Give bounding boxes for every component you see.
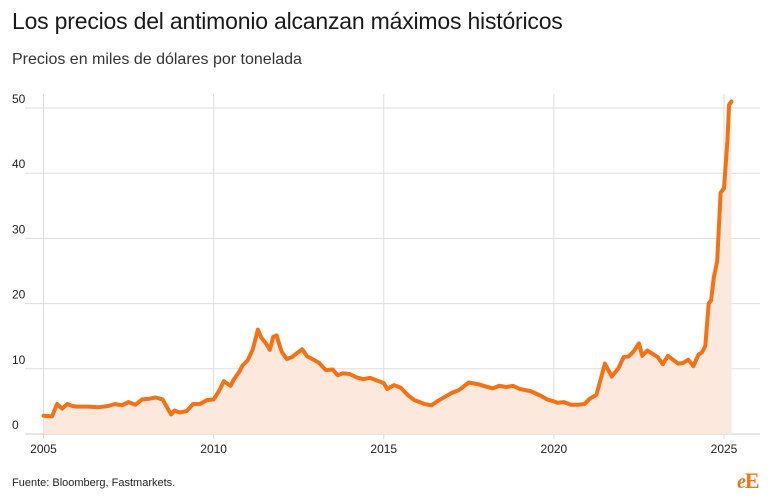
x-tick-label: 2015: [370, 442, 397, 456]
x-tick-label: 2005: [30, 442, 57, 456]
y-tick-label: 20: [12, 288, 26, 302]
y-tick-label: 30: [12, 222, 26, 236]
source-note: Fuente: Bloomberg, Fastmarkets.: [12, 477, 176, 489]
price-area: [43, 101, 732, 434]
brand-logo: eE: [737, 468, 760, 493]
x-tick-label: 2020: [541, 442, 568, 456]
chart-title: Los precios del antimonio alcanzan máxim…: [12, 8, 563, 34]
chart-subtitle: Precios en miles de dólares por tonelada: [12, 51, 302, 68]
y-tick-label: 0: [12, 418, 19, 432]
x-tick-label: 2010: [200, 442, 227, 456]
y-tick-label: 10: [12, 353, 26, 367]
price-line: [41, 99, 734, 419]
y-tick-label: 40: [12, 157, 26, 171]
y-tick-label: 50: [12, 92, 26, 106]
x-tick-label: 2025: [711, 442, 738, 456]
